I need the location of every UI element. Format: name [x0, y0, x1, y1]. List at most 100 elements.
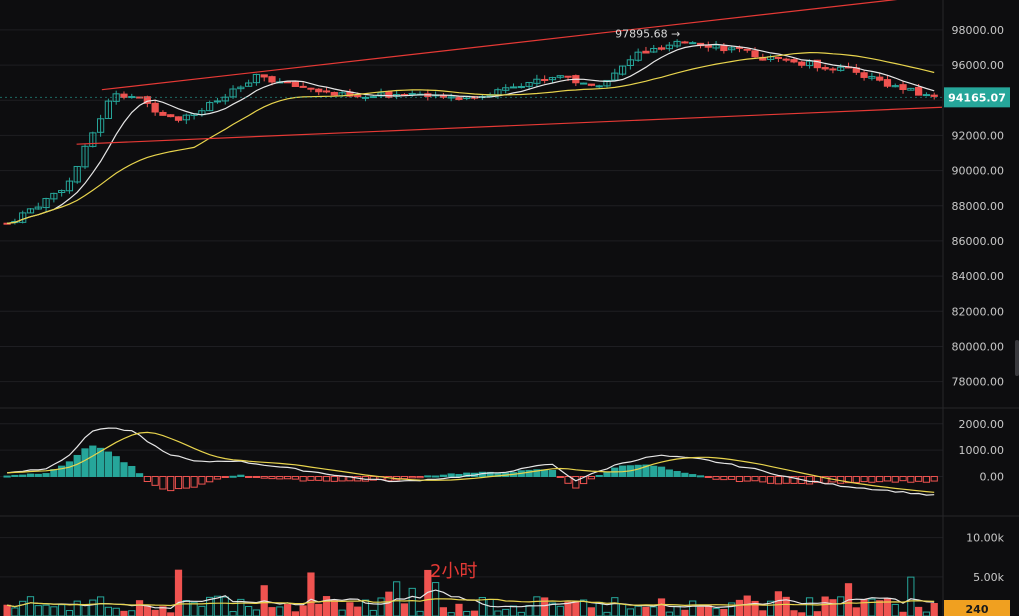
candle[interactable]: [712, 44, 720, 49]
candle[interactable]: [720, 45, 728, 52]
candle[interactable]: [813, 59, 821, 69]
candle[interactable]: [650, 47, 658, 53]
candle[interactable]: [408, 93, 416, 96]
candle[interactable]: [174, 116, 183, 121]
candle[interactable]: [447, 96, 455, 99]
candle[interactable]: [580, 82, 588, 85]
trendline[interactable]: [101, 0, 923, 91]
candle[interactable]: [206, 102, 214, 112]
candle[interactable]: [307, 87, 315, 90]
candle[interactable]: [533, 78, 541, 84]
candle[interactable]: [283, 81, 292, 84]
candle[interactable]: [899, 84, 907, 91]
candle[interactable]: [704, 44, 712, 48]
candle[interactable]: [595, 85, 603, 88]
candle[interactable]: [143, 96, 151, 104]
candle[interactable]: [354, 94, 362, 98]
candle[interactable]: [42, 198, 50, 209]
candle[interactable]: [237, 86, 245, 90]
candle[interactable]: [73, 165, 81, 183]
candle[interactable]: [455, 96, 463, 100]
candle[interactable]: [315, 88, 323, 93]
candle[interactable]: [821, 67, 829, 70]
candle[interactable]: [728, 47, 736, 51]
candle[interactable]: [681, 41, 689, 44]
candle[interactable]: [268, 76, 276, 83]
candle[interactable]: [65, 180, 74, 192]
candle[interactable]: [883, 79, 892, 87]
candle[interactable]: [260, 74, 268, 78]
candle[interactable]: [673, 40, 681, 47]
candle[interactable]: [618, 65, 627, 75]
candle[interactable]: [151, 102, 159, 113]
candle[interactable]: [385, 91, 393, 98]
candle[interactable]: [915, 86, 923, 96]
last-price-badge[interactable]: [944, 87, 1010, 108]
macd-panel[interactable]: [3, 427, 938, 496]
candle[interactable]: [891, 85, 899, 88]
candle[interactable]: [502, 87, 510, 91]
candle[interactable]: [120, 93, 128, 98]
candle[interactable]: [517, 86, 525, 89]
candle[interactable]: [34, 206, 42, 210]
trendline[interactable]: [76, 106, 943, 145]
candle[interactable]: [330, 91, 338, 96]
price-panel[interactable]: 97895.68 →: [3, 0, 943, 225]
volume-panel[interactable]: [3, 569, 938, 616]
candle[interactable]: [782, 58, 790, 61]
candle[interactable]: [868, 75, 876, 79]
candle[interactable]: [245, 82, 253, 87]
candle[interactable]: [603, 79, 611, 87]
candle[interactable]: [299, 85, 307, 88]
candle[interactable]: [837, 66, 845, 71]
candle[interactable]: [805, 60, 814, 67]
candle[interactable]: [626, 59, 634, 66]
candle[interactable]: [167, 114, 175, 118]
candle[interactable]: [50, 192, 58, 200]
candle[interactable]: [182, 114, 190, 121]
candle[interactable]: [689, 42, 697, 45]
last-volume-badge[interactable]: [944, 600, 1010, 616]
candle[interactable]: [159, 111, 167, 116]
candle[interactable]: [829, 68, 837, 71]
price-axis[interactable]: 98000.0096000.0094000.0092000.0090000.00…: [0, 24, 1010, 616]
candle[interactable]: [774, 56, 783, 59]
candle[interactable]: [751, 50, 759, 58]
candle[interactable]: [112, 93, 120, 102]
candle[interactable]: [907, 87, 915, 91]
candle[interactable]: [611, 72, 619, 81]
candle[interactable]: [587, 83, 596, 86]
candle[interactable]: [104, 100, 113, 119]
candle[interactable]: [556, 75, 564, 78]
candle[interactable]: [743, 48, 751, 51]
candle[interactable]: [229, 88, 237, 98]
candle[interactable]: [96, 118, 105, 133]
candle[interactable]: [642, 50, 650, 54]
candle[interactable]: [634, 51, 642, 61]
candle[interactable]: [89, 132, 97, 147]
candle[interactable]: [213, 100, 222, 103]
axis-scroll-handle[interactable]: [1015, 340, 1019, 376]
candle[interactable]: [860, 72, 868, 78]
candle[interactable]: [58, 190, 66, 193]
candle[interactable]: [439, 95, 448, 98]
candle[interactable]: [509, 86, 518, 89]
candle[interactable]: [798, 61, 806, 66]
candle[interactable]: [876, 76, 884, 81]
candle[interactable]: [252, 73, 261, 84]
candle[interactable]: [564, 75, 572, 78]
candle[interactable]: [548, 77, 557, 81]
candle[interactable]: [26, 208, 35, 214]
candle[interactable]: [19, 212, 27, 223]
candle[interactable]: [922, 94, 931, 97]
candle[interactable]: [930, 94, 938, 97]
candle[interactable]: [525, 81, 533, 87]
candle[interactable]: [657, 47, 666, 50]
candle[interactable]: [377, 92, 385, 97]
candle[interactable]: [790, 59, 798, 63]
candle[interactable]: [541, 78, 549, 81]
candle[interactable]: [665, 44, 673, 50]
candle[interactable]: [322, 90, 331, 93]
candle[interactable]: [81, 145, 89, 168]
